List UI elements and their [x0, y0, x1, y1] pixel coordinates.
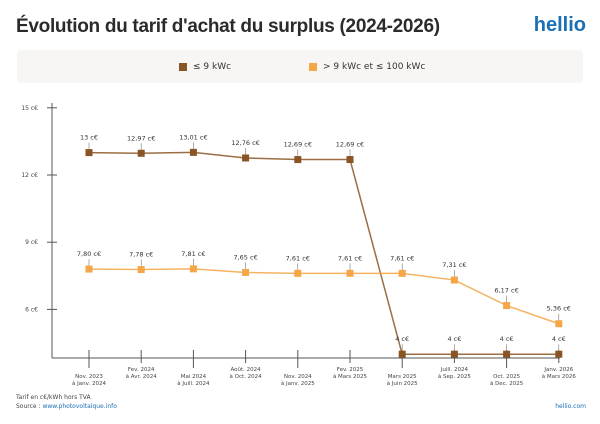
data-label: 4 c€	[500, 335, 514, 343]
data-point	[450, 350, 458, 358]
data-point	[398, 350, 406, 358]
data-label: 7,78 c€	[129, 251, 153, 259]
y-tick-label: 12 c€	[21, 172, 38, 179]
x-tick-label: Oct. 2025	[493, 374, 521, 380]
x-tick-label: à Mars 2026	[542, 373, 577, 380]
data-point	[346, 156, 354, 164]
legend-swatch	[179, 63, 187, 71]
page-title: Évolution du tarif d'achat du surplus (2…	[16, 16, 440, 37]
source-link[interactable]: www.photovoltaique.info	[42, 403, 117, 410]
data-point	[398, 269, 406, 277]
data-point	[450, 276, 458, 284]
data-label: 4 c€	[447, 335, 461, 343]
x-tick-label: Juill. 2024	[440, 367, 469, 373]
data-point	[85, 149, 93, 157]
data-point	[555, 320, 563, 328]
x-tick-label: Janv. 2026	[543, 367, 573, 373]
series-line	[88, 151, 559, 355]
data-label: 13 c€	[80, 134, 98, 142]
data-point	[294, 269, 302, 277]
unit-note: Tarif en c€/kWh hors TVA	[16, 394, 91, 401]
x-tick-label: à Juill. 2024	[177, 380, 210, 387]
data-point	[555, 350, 563, 358]
data-label: 12,69 c€	[336, 141, 364, 149]
data-point	[294, 156, 302, 164]
data-point	[503, 350, 511, 358]
x-tick-label: Nov. 2023	[75, 374, 103, 380]
data-point	[242, 268, 250, 276]
x-tick-label: à Dec. 2025	[490, 380, 524, 387]
data-point	[189, 265, 197, 273]
x-tick-label: à Avr. 2024	[126, 373, 158, 380]
data-label: 7,61 c€	[390, 254, 414, 262]
x-tick-label: à Janv. 2024	[72, 380, 106, 387]
data-label: 7,80 c€	[77, 250, 101, 258]
x-tick-label: à Oct. 2024	[230, 373, 263, 380]
data-label: 6,17 c€	[494, 287, 518, 295]
source-note: Source : www.photovoltaique.info	[16, 403, 117, 410]
y-tick-label: 9 c€	[25, 239, 38, 246]
data-label: 5,36 c€	[547, 305, 571, 313]
data-label: 13,01 c€	[179, 133, 207, 141]
data-label: 12,97 c€	[127, 134, 155, 142]
data-point	[85, 265, 93, 273]
legend: ≤ 9 kWc > 9 kWc et ≤ 100 kWc	[17, 50, 583, 83]
x-tick-label: Nov. 2024	[284, 374, 312, 380]
data-label: 7,61 c€	[286, 254, 310, 262]
x-tick-label: à Juin 2025	[387, 380, 418, 387]
data-point	[189, 148, 197, 156]
x-tick-label: Mai 2024	[181, 374, 207, 380]
site-link[interactable]: hellio.com	[555, 403, 586, 410]
data-label: 7,61 c€	[338, 254, 362, 262]
data-point	[346, 269, 354, 277]
data-label: 12,76 c€	[231, 139, 259, 147]
source-label: Source :	[16, 403, 41, 410]
data-label: 7,65 c€	[233, 253, 257, 261]
legend-item-small: ≤ 9 kWc	[179, 62, 231, 72]
series-line	[88, 268, 560, 325]
brand-logo: hellio	[533, 14, 586, 36]
x-tick-label: Fev. 2024	[128, 367, 155, 373]
x-tick-label: à Mars 2025	[333, 373, 368, 380]
legend-label: > 9 kWc et ≤ 100 kWc	[323, 62, 426, 72]
x-tick-label: Août. 2024	[231, 366, 262, 373]
data-point	[137, 266, 145, 274]
x-tick-label: Fev. 2025	[337, 367, 364, 373]
data-label: 7,81 c€	[181, 250, 205, 258]
data-label: 4 c€	[395, 335, 409, 343]
data-point	[242, 154, 250, 162]
x-tick-label: à Janv. 2025	[281, 380, 315, 387]
data-point	[503, 302, 511, 310]
legend-item-large: > 9 kWc et ≤ 100 kWc	[309, 62, 425, 72]
y-tick-label: 6 c€	[25, 306, 38, 313]
x-tick-label: Mars 2025	[388, 374, 417, 380]
data-point	[137, 149, 145, 157]
data-label: 7,31 c€	[442, 261, 466, 269]
data-label: 12,69 c€	[284, 141, 312, 149]
legend-swatch	[309, 63, 317, 71]
y-tick-label: 15 c€	[21, 105, 38, 112]
x-tick-label: à Sep. 2025	[438, 373, 471, 380]
legend-label: ≤ 9 kWc	[193, 62, 232, 72]
data-label: 4 c€	[552, 335, 566, 343]
